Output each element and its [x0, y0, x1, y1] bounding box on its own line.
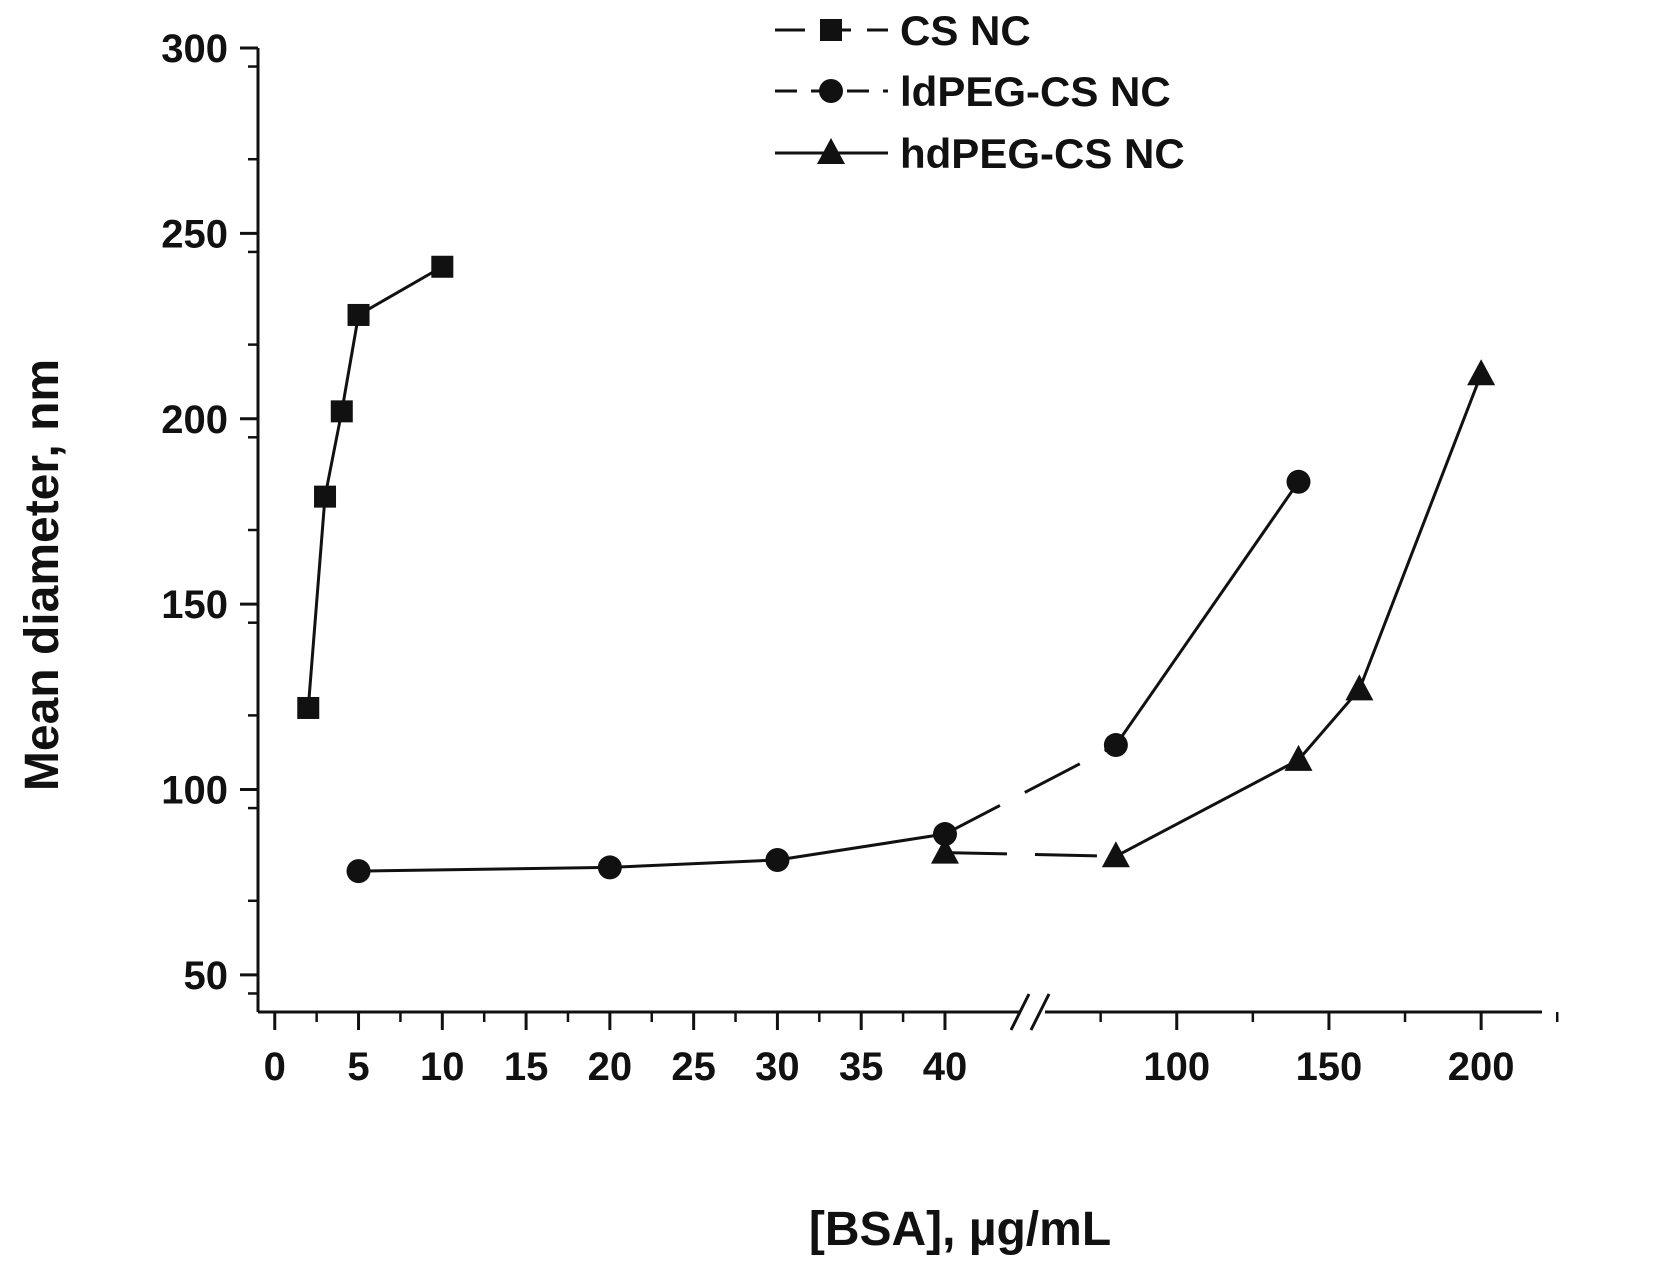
x-tick-label: 15 [504, 1045, 549, 1089]
y-tick-label: 150 [161, 583, 228, 627]
data-point-circle [932, 822, 957, 847]
x-tick-label: 30 [755, 1045, 800, 1089]
data-point-triangle [1284, 744, 1313, 771]
axes: 50 100 150 200 250 300 0 5 10 15 20 25 30 35 40 100 150 2… [161, 27, 1559, 1089]
legend-label: ldPEG-CS NC [900, 68, 1171, 115]
data-point-square [820, 19, 842, 41]
data-point-square [431, 255, 454, 278]
x-axis-break-mark [1029, 993, 1051, 1031]
data-point-triangle [930, 837, 959, 864]
x-tick-label: 25 [671, 1045, 716, 1089]
series-line-segment [944, 743, 1117, 836]
x-tick-label: 40 [923, 1045, 968, 1089]
series-line-segment [1297, 688, 1361, 761]
data-point-circle [1286, 469, 1311, 494]
series-line-segment [306, 496, 327, 709]
data-point-triangle [1467, 359, 1496, 386]
x-tick-label: 5 [347, 1045, 369, 1089]
legend: CS NC ldPEG-CS NC hdPEG-CS NC [775, 7, 1185, 177]
data-point-square [314, 485, 337, 508]
series-line-segment [357, 265, 444, 317]
y-tick-label: 200 [161, 398, 228, 442]
series-line-segment [340, 314, 361, 412]
data-point-square [347, 303, 370, 326]
series-line-segment [609, 858, 778, 869]
series-layer [297, 255, 1496, 884]
data-point-square [297, 696, 320, 719]
series-2 [346, 469, 1311, 884]
series-line-segment [777, 832, 946, 862]
x-tick-label: 200 [1448, 1045, 1515, 1089]
data-point-circle [597, 855, 622, 880]
x-axis-title: [BSA], µg/mL [809, 1203, 1111, 1256]
data-point-triangle [1101, 841, 1130, 868]
series-line-segment [1114, 480, 1300, 746]
x-tick-label: 100 [1143, 1045, 1210, 1089]
series-1 [297, 255, 454, 719]
series-line-segment [323, 411, 344, 497]
x-tick-label: 35 [839, 1045, 884, 1089]
data-point-circle [765, 847, 790, 872]
data-point-circle [346, 859, 371, 884]
data-point-triangle [1345, 674, 1374, 701]
y-tick-label: 100 [161, 769, 228, 813]
legend-label: CS NC [900, 7, 1031, 54]
series-line-segment [358, 865, 610, 873]
legend-entry-3: hdPEG-CS NC [775, 130, 1185, 177]
data-point-circle [1103, 733, 1128, 758]
x-tick-label: 150 [1296, 1045, 1363, 1089]
data-point-square [330, 400, 353, 423]
x-tick-label: 10 [420, 1045, 465, 1089]
x-axis-break-mark [1009, 993, 1031, 1031]
data-point-triangle [817, 138, 845, 164]
y-axis-title: Mean diameter, nm [16, 359, 69, 791]
series-line-segment [1115, 758, 1300, 858]
legend-entry-2: ldPEG-CS NC [775, 68, 1171, 115]
data-point-circle [819, 79, 843, 103]
series-line-segment [944, 851, 1116, 858]
y-tick-label: 50 [184, 954, 229, 998]
y-tick-label: 250 [161, 212, 228, 256]
series-line-segment [1357, 373, 1483, 690]
series-3 [930, 359, 1496, 868]
x-tick-label: 0 [264, 1045, 286, 1089]
legend-label: hdPEG-CS NC [900, 130, 1185, 177]
x-tick-label: 20 [588, 1045, 633, 1089]
y-tick-label: 300 [161, 27, 228, 71]
legend-entry-1: CS NC [775, 7, 1031, 54]
